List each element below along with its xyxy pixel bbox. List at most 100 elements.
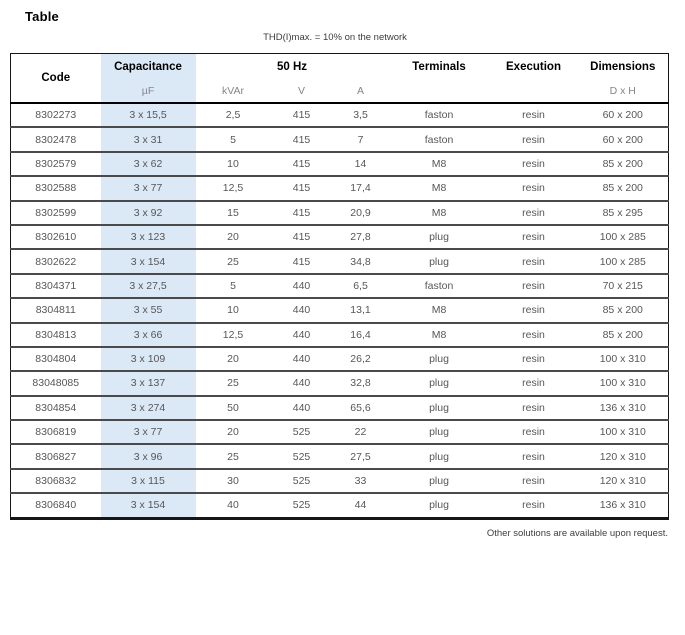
cell: 3 x 137	[100, 371, 196, 397]
cell: faston	[388, 127, 490, 153]
cell: 415	[270, 249, 333, 275]
cell: 3 x 66	[100, 322, 196, 348]
table-row: 8304811 3 x 55 10 440 13,1 M8 resin 85 x 200	[10, 298, 669, 324]
cell: 65,6	[332, 395, 389, 422]
cell: 83048085	[10, 371, 101, 397]
cell: 20	[195, 224, 271, 251]
cell: 3 x 15,5	[100, 103, 196, 129]
cell: 22	[332, 420, 389, 446]
cell: 8306832	[10, 468, 101, 495]
cell: 20	[195, 346, 271, 373]
cell: 14	[332, 151, 389, 178]
cell: 100 x 285	[577, 224, 669, 251]
cell: 6,5	[332, 273, 389, 300]
unit-header-uf: µF	[100, 80, 196, 104]
cell: 3 x 274	[100, 395, 196, 422]
cell: resin	[489, 200, 578, 226]
cell: 5	[195, 273, 271, 300]
capacitor-table: Code Capacitance 50 Hz Terminals Executi…	[10, 53, 669, 520]
cell: 3 x 96	[100, 444, 196, 470]
table-row: 8304371 3 x 27,5 5 440 6,5 faston resin 70 x 21…	[10, 273, 669, 300]
cell: faston	[388, 273, 490, 300]
cell: 13,1	[332, 298, 389, 324]
cell: plug	[388, 468, 490, 495]
cell: 32,8	[332, 371, 389, 397]
cell: 415	[270, 224, 333, 251]
cell: 50	[195, 395, 271, 422]
table-row: 8302588 3 x 77 12,5 415 17,4 M8 resin 85 x 200	[10, 176, 669, 202]
col-header-execution: Execution	[506, 61, 561, 73]
cell: 3 x 154	[100, 249, 196, 275]
cell: 20,9	[332, 200, 389, 226]
table-row: 83048085 3 x 137 25 440 32,8 plug resin 100 x 3…	[10, 371, 669, 397]
cell: 70 x 215	[577, 273, 669, 300]
cell: 100 x 310	[577, 346, 669, 373]
cell: 3 x 109	[100, 346, 196, 373]
table-row: 8306819 3 x 77 20 525 22 plug resin 100 x 310	[10, 420, 669, 446]
table-row: 8306827 3 x 96 25 525 27,5 plug resin 120 x 310	[10, 444, 669, 470]
unit-header-execution-empty	[489, 80, 578, 104]
cell: resin	[489, 468, 578, 495]
cell: 440	[270, 346, 333, 373]
cell: 100 x 310	[577, 420, 669, 446]
cell: 415	[270, 103, 333, 129]
cell: 136 x 310	[577, 493, 669, 520]
cell: 440	[270, 395, 333, 422]
table-body: 8302273 3 x 15,5 2,5 415 3,5 faston resin 60 x …	[10, 103, 669, 520]
table-row: 8304854 3 x 274 50 440 65,6 plug resin 136 x 31…	[10, 395, 669, 422]
cell: 3 x 92	[100, 200, 196, 226]
cell: resin	[489, 346, 578, 373]
cell: resin	[489, 103, 578, 129]
cell: 85 x 200	[577, 322, 669, 348]
cell: resin	[489, 371, 578, 397]
cell: 10	[195, 298, 271, 324]
cell: plug	[388, 224, 490, 251]
col-header-terminals: Terminals	[412, 61, 466, 73]
cell: 60 x 200	[577, 127, 669, 153]
cell: 8306819	[10, 420, 101, 446]
cell: 44	[332, 493, 389, 520]
cell: 415	[270, 127, 333, 153]
cell: 8302610	[10, 224, 101, 251]
cell: 17,4	[332, 176, 389, 202]
cell: 27,8	[332, 224, 389, 251]
cell: M8	[388, 322, 490, 348]
cell: 5	[195, 127, 271, 153]
table-row: 8302610 3 x 123 20 415 27,8 plug resin 100 x 28…	[10, 224, 669, 251]
table-row: 8304804 3 x 109 20 440 26,2 plug resin 100 x 31…	[10, 346, 669, 373]
cell: 15	[195, 200, 271, 226]
cell: 415	[270, 200, 333, 226]
cell: 525	[270, 468, 333, 495]
cell: resin	[489, 395, 578, 422]
cell: 8302273	[10, 103, 101, 129]
page-title: Table	[25, 9, 59, 24]
table-row: 8302599 3 x 92 15 415 20,9 M8 resin 85 x 295	[10, 200, 669, 226]
cell: 525	[270, 420, 333, 446]
cell: 3 x 62	[100, 151, 196, 178]
cell: resin	[489, 176, 578, 202]
cell: 10	[195, 151, 271, 178]
cell: 3 x 31	[100, 127, 196, 153]
col-header-dimensions: Dimensions	[590, 61, 656, 73]
cell: plug	[388, 371, 490, 397]
cell: 120 x 310	[577, 468, 669, 495]
cell: 3 x 77	[100, 420, 196, 446]
cell: resin	[489, 493, 578, 520]
cell: 40	[195, 493, 271, 520]
cell: 8304371	[10, 273, 101, 300]
cell: plug	[388, 444, 490, 470]
cell: 25	[195, 444, 271, 470]
cell: 120 x 310	[577, 444, 669, 470]
cell: 85 x 200	[577, 176, 669, 202]
cell: 8306840	[10, 493, 101, 520]
unit-header-terminals-empty	[388, 80, 490, 104]
cell: M8	[388, 151, 490, 178]
cell: 3,5	[332, 103, 389, 129]
cell: 8302579	[10, 151, 101, 178]
cell: 20	[195, 420, 271, 446]
thd-note: THD(I)max. = 10% on the network	[263, 32, 407, 43]
cell: resin	[489, 273, 578, 300]
table-row: 8304813 3 x 66 12,5 440 16,4 M8 resin 85 x 200	[10, 322, 669, 348]
header-row-units: µF kVAr V A D x H	[11, 80, 669, 104]
cell: 7	[332, 127, 389, 153]
